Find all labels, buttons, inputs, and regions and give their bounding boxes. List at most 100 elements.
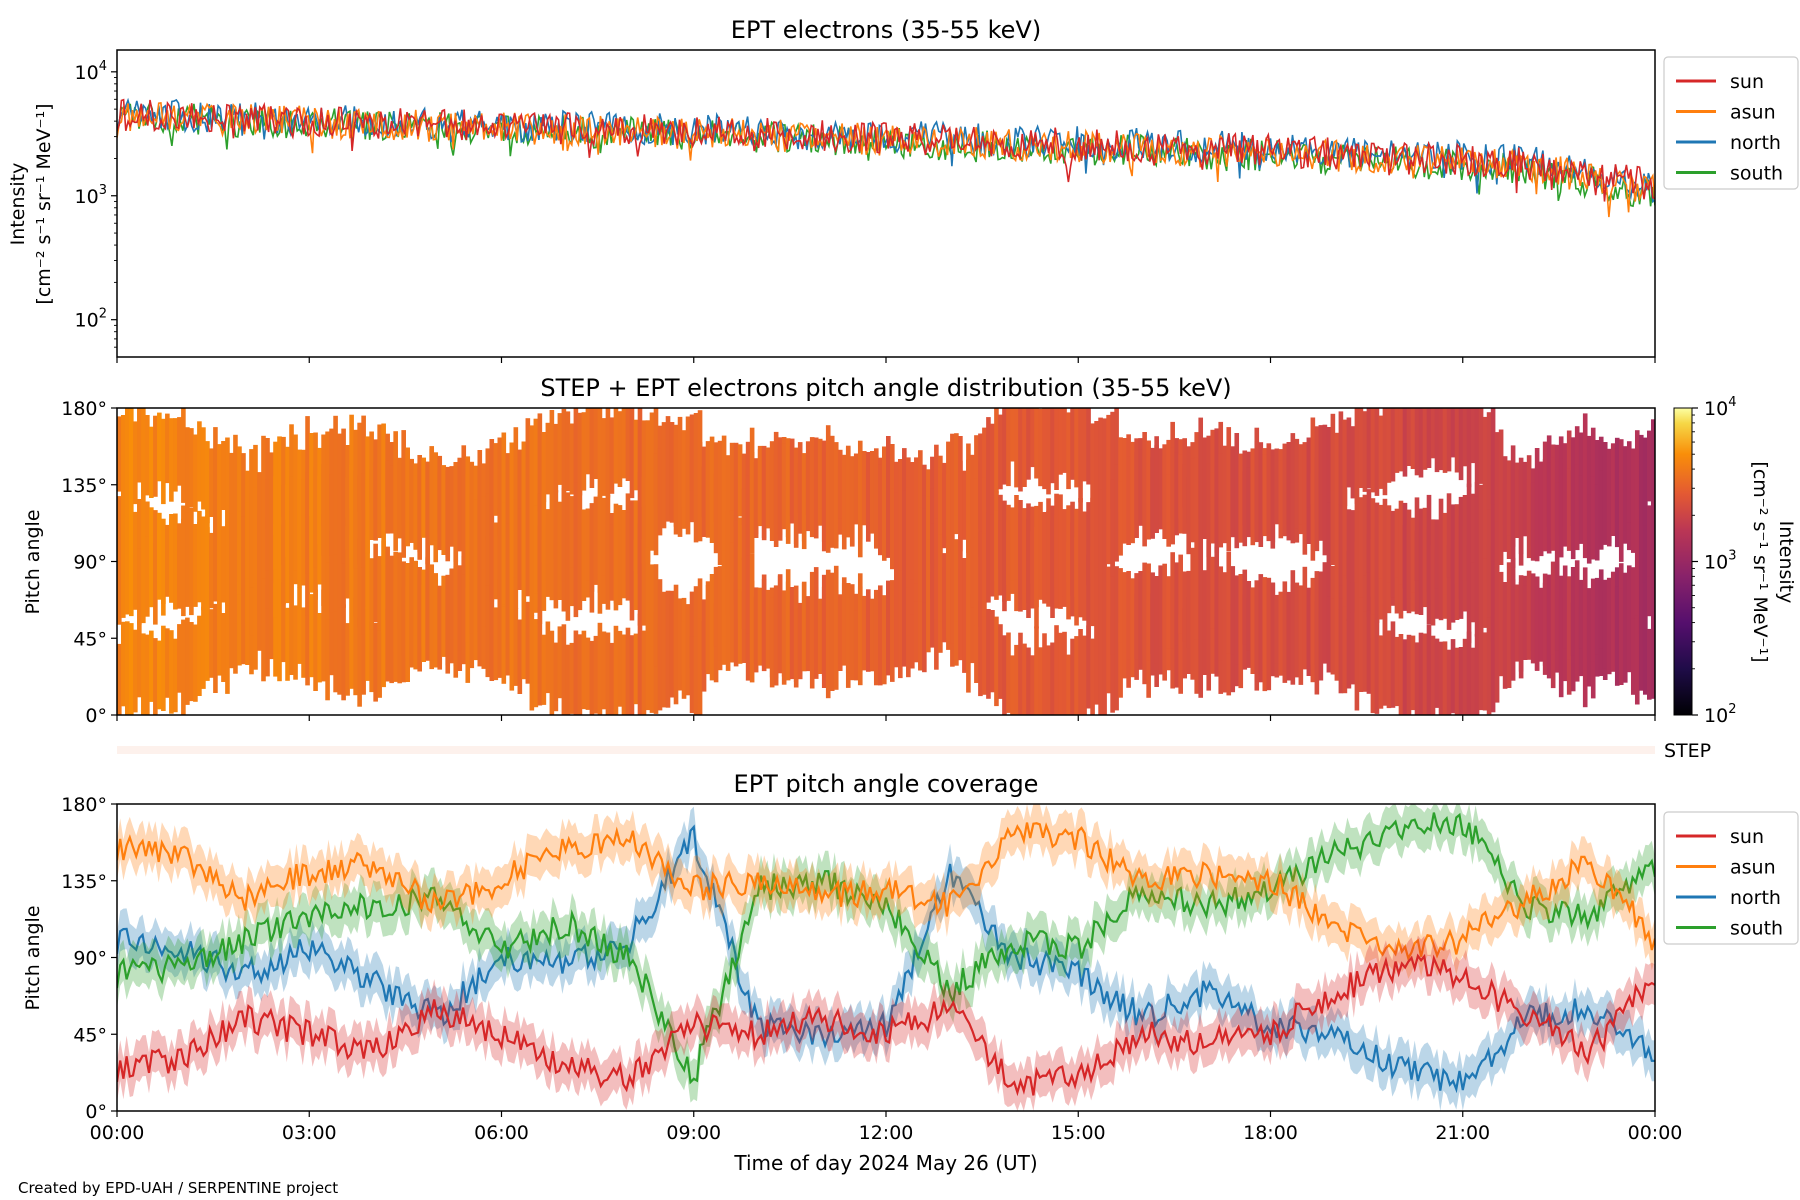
heatmap-column — [942, 462, 947, 643]
heatmap-cell — [625, 512, 631, 601]
heatmap-cell — [493, 443, 499, 516]
heatmap-cell — [1410, 517, 1416, 593]
heatmap-cell — [1290, 584, 1296, 685]
heatmap-column — [245, 470, 250, 665]
heatmap-cell — [1350, 555, 1356, 628]
heatmap-cell — [1578, 432, 1584, 502]
heatmap-cell — [625, 627, 631, 715]
heatmap-cell — [617, 529, 623, 606]
heatmap-column — [1606, 448, 1612, 675]
heatmap-column — [825, 425, 831, 699]
heatmap-cell — [197, 615, 202, 696]
heatmap-column — [1306, 437, 1312, 676]
legend-label-south: south — [1730, 163, 1783, 185]
heatmap-cell — [685, 460, 691, 535]
heatmap-cell — [637, 472, 643, 575]
heatmap-cell — [1226, 448, 1232, 551]
heatmap-cell — [1390, 510, 1396, 598]
heatmap-column — [373, 439, 378, 702]
heatmap-cell — [397, 461, 402, 539]
heatmap-column — [1570, 437, 1576, 692]
heatmap-column — [1346, 417, 1352, 689]
heatmap-cell — [409, 459, 414, 543]
heatmap-cell — [225, 505, 230, 606]
heatmap-column — [1214, 428, 1220, 677]
heatmap-column — [637, 408, 643, 715]
heatmap-cell — [745, 475, 751, 556]
heatmap-column — [1562, 443, 1568, 682]
heatmap-cell — [777, 443, 783, 541]
heatmap-column — [986, 417, 991, 699]
heatmap-cell — [161, 530, 166, 616]
heatmap-cell — [561, 624, 567, 715]
heatmap-cell — [1322, 483, 1328, 556]
heatmap-column — [1450, 408, 1456, 714]
heatmap-column — [873, 448, 879, 686]
heatmap-column — [129, 408, 134, 715]
heatmap-cell — [529, 425, 535, 521]
x-tick-label: 18:00 — [1243, 1122, 1298, 1144]
heatmap-cell — [1418, 508, 1424, 592]
heatmap-column — [970, 454, 975, 664]
heatmap-cell — [337, 603, 342, 695]
heatmap-cell — [1498, 429, 1504, 504]
heatmap-cell — [922, 578, 927, 673]
heatmap-column — [501, 432, 507, 684]
heatmap-cell — [665, 590, 671, 687]
heatmap-cell — [1170, 447, 1175, 545]
heatmap-cell — [1502, 582, 1508, 651]
heatmap-cell — [117, 496, 122, 572]
heatmap-column — [1646, 430, 1652, 700]
heatmap-cell — [954, 539, 959, 622]
heatmap-column — [369, 431, 374, 693]
heatmap-cell — [1550, 457, 1556, 551]
heatmap-cell — [1414, 497, 1420, 581]
heatmap-cell — [749, 452, 755, 554]
heatmap-cell — [1382, 408, 1388, 496]
heatmap-cell — [914, 502, 919, 584]
heatmap-cell — [1646, 628, 1652, 700]
heatmap-column — [1522, 461, 1528, 660]
heatmap-cell — [553, 539, 559, 609]
heatmap-cell — [918, 578, 923, 671]
heatmap-cell — [1198, 550, 1204, 652]
heatmap-column — [1190, 442, 1196, 680]
heatmap-cell — [833, 590, 839, 690]
heatmap-column — [1158, 448, 1163, 675]
heatmap-cell — [385, 460, 390, 534]
heatmap-cell — [1382, 498, 1388, 599]
heatmap-column — [645, 420, 651, 711]
heatmap-cell — [457, 565, 463, 651]
heatmap-column — [589, 408, 595, 715]
heatmap-cell — [1382, 605, 1388, 706]
heatmap-cell — [445, 470, 451, 562]
heatmap-cell — [545, 621, 551, 694]
heatmap-cell — [593, 635, 599, 714]
heatmap-cell — [1078, 408, 1083, 503]
heatmap-column — [633, 419, 639, 705]
heatmap-column — [853, 453, 859, 681]
heatmap-column — [137, 408, 142, 698]
heatmap-column — [841, 454, 847, 666]
heatmap-column — [1234, 433, 1240, 687]
heatmap-cell — [1338, 540, 1344, 635]
heatmap-column — [1622, 446, 1628, 683]
heatmap-column — [1318, 425, 1324, 681]
heatmap-cell — [1046, 645, 1051, 715]
heatmap-cell — [902, 490, 907, 575]
heatmap-cell — [1206, 540, 1212, 635]
heatmap-cell — [1354, 408, 1360, 504]
heatmap-cell — [1434, 519, 1440, 589]
panel1-x-ticks — [116, 357, 1656, 363]
heatmap-cell — [1570, 567, 1576, 656]
heatmap-cell — [381, 594, 386, 688]
heatmap-column — [1338, 411, 1344, 694]
heatmap-column — [561, 408, 567, 715]
heatmap-cell — [285, 446, 290, 520]
heatmap-column — [297, 449, 302, 664]
heatmap-cell — [869, 598, 875, 670]
heatmap-column — [1170, 421, 1175, 689]
heatmap-cell — [141, 529, 146, 624]
